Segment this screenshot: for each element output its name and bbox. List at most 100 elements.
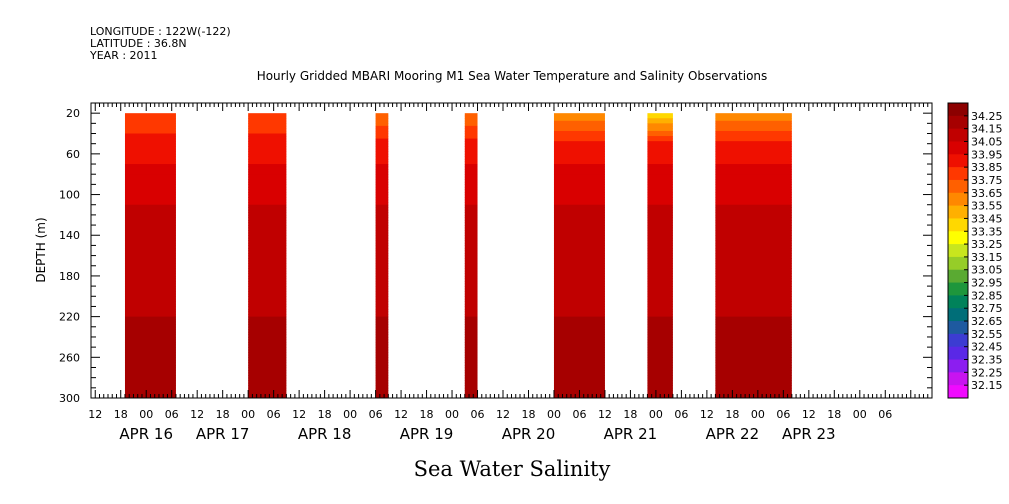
salinity-band	[647, 303, 673, 308]
salinity-band	[715, 192, 792, 196]
salinity-band	[375, 329, 389, 333]
salinity-band	[464, 115, 478, 119]
salinity-band	[647, 240, 673, 244]
salinity-band	[715, 189, 792, 193]
salinity-band	[124, 270, 176, 274]
day-label: APR 21	[604, 425, 658, 443]
data-block	[553, 113, 605, 398]
salinity-band	[464, 283, 478, 287]
salinity-band	[553, 192, 605, 196]
salinity-band	[375, 377, 389, 381]
salinity-band	[248, 158, 287, 163]
salinity-band	[375, 250, 389, 254]
salinity-band	[248, 275, 287, 280]
salinity-band	[715, 390, 792, 394]
salinity-band	[715, 133, 792, 137]
salinity-band	[124, 283, 176, 287]
salinity-band	[248, 230, 287, 234]
salinity-band	[124, 240, 176, 244]
salinity-band	[375, 184, 389, 188]
salinity-band	[647, 171, 673, 175]
colorbar-swatch	[948, 308, 968, 322]
salinity-band	[375, 336, 389, 341]
salinity-band	[248, 357, 287, 361]
salinity-band	[248, 377, 287, 381]
x-axis: 12 18 00 06 12 18 00 06 12 18 00 06 12 18 00 06 12 18 00 06…	[88, 103, 933, 443]
salinity-band	[647, 281, 673, 285]
salinity-band	[375, 253, 389, 257]
salinity-band	[647, 331, 673, 336]
salinity-band	[464, 260, 478, 264]
salinity-band	[647, 237, 673, 241]
salinity-band	[647, 258, 673, 262]
salinity-band	[647, 286, 673, 290]
salinity-band	[715, 166, 792, 170]
salinity-band	[715, 372, 792, 376]
salinity-band	[124, 275, 176, 280]
salinity-band	[375, 342, 389, 346]
salinity-band	[124, 222, 176, 226]
longitude-label: LONGITUDE : 122W(-122)	[90, 25, 231, 38]
salinity-band	[124, 171, 176, 175]
salinity-band	[124, 225, 176, 229]
salinity-band	[553, 181, 605, 185]
salinity-band	[715, 334, 792, 338]
salinity-band	[553, 255, 605, 259]
salinity-band	[375, 209, 389, 213]
salinity-band	[464, 179, 478, 183]
salinity-band	[647, 225, 673, 229]
salinity-band	[553, 253, 605, 257]
salinity-band	[124, 278, 176, 282]
salinity-band	[715, 293, 792, 297]
salinity-band	[553, 219, 605, 224]
x-tick-label: 06	[369, 408, 383, 421]
salinity-band	[553, 186, 605, 191]
salinity-band	[375, 258, 389, 262]
colorbar-swatch	[948, 154, 968, 168]
salinity-band	[248, 288, 287, 292]
salinity-band	[647, 380, 673, 384]
y-tick-label: 300	[59, 392, 80, 405]
salinity-band	[124, 357, 176, 361]
salinity-band	[375, 136, 389, 140]
salinity-band	[464, 347, 478, 351]
salinity-band	[124, 306, 176, 310]
salinity-band	[647, 301, 673, 305]
salinity-band	[124, 324, 176, 328]
colorbar-swatch	[948, 359, 968, 373]
y-axis-label: DEPTH (m)	[34, 217, 48, 282]
salinity-band	[375, 164, 389, 168]
day-label: APR 16	[119, 425, 173, 443]
salinity-band	[464, 286, 478, 290]
salinity-band	[375, 199, 389, 203]
salinity-band	[647, 148, 673, 152]
colorbar-swatch	[948, 218, 968, 232]
salinity-band	[553, 156, 605, 160]
salinity-band	[124, 382, 176, 386]
salinity-band	[375, 151, 389, 155]
colorbar-swatch	[948, 321, 968, 335]
salinity-band	[464, 194, 478, 198]
x-tick-label: 00	[751, 408, 765, 421]
salinity-band	[647, 321, 673, 325]
salinity-band	[647, 166, 673, 170]
salinity-band	[715, 217, 792, 221]
salinity-band	[553, 359, 605, 363]
salinity-band	[715, 141, 792, 145]
salinity-band	[553, 118, 605, 122]
x-tick-label: 12	[496, 408, 510, 421]
salinity-band	[647, 247, 673, 252]
salinity-band	[647, 288, 673, 292]
salinity-band	[248, 349, 287, 353]
salinity-band	[464, 128, 478, 132]
colorbar-label: 33.35	[971, 225, 1003, 238]
salinity-band	[553, 377, 605, 381]
salinity-band	[248, 370, 287, 374]
salinity-band	[647, 382, 673, 386]
salinity-band	[248, 286, 287, 290]
salinity-band	[647, 219, 673, 224]
y-tick-label: 260	[59, 351, 80, 364]
salinity-band	[248, 194, 287, 198]
salinity-band	[375, 359, 389, 363]
salinity-band	[553, 123, 605, 127]
